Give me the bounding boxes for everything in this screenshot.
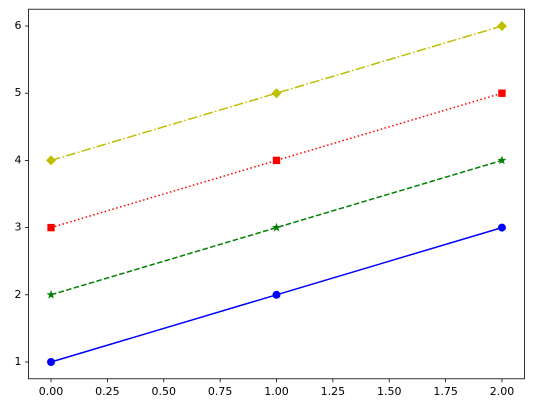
y-tick-label: 4 (15, 153, 22, 166)
marker (271, 88, 282, 99)
x-tick-label: 0.25 (95, 385, 120, 398)
marker (47, 358, 56, 366)
x-tick-label: 0.50 (152, 385, 177, 398)
marker (272, 290, 281, 299)
series (46, 155, 507, 299)
y-tick-label: 1 (15, 355, 22, 368)
y-tick-label: 5 (15, 86, 22, 99)
x-tick-label: 1.00 (264, 385, 289, 398)
x-tick-label: 2.00 (490, 385, 515, 398)
marker (272, 156, 281, 165)
series (47, 223, 506, 366)
y-tick-label: 6 (15, 19, 22, 32)
series-line (50, 159, 503, 296)
x-tick-label: 1.25 (321, 385, 346, 398)
y-tick-label: 2 (15, 288, 22, 301)
marker (46, 155, 57, 166)
marker (497, 155, 507, 165)
plot-frame (28, 8, 525, 380)
marker (498, 89, 506, 97)
x-tick-label: 0.75 (208, 385, 233, 398)
series (46, 21, 507, 166)
x-tick-label: 0.00 (39, 385, 64, 398)
marker (46, 290, 56, 299)
x-tick-label: 1.75 (433, 385, 458, 398)
y-tick-label: 3 (15, 221, 22, 234)
marker (496, 21, 507, 31)
marker (47, 223, 55, 232)
marker (271, 222, 282, 232)
marker (497, 223, 506, 232)
series (47, 89, 506, 232)
series-line (50, 92, 503, 229)
x-tick-label: 1.50 (377, 385, 402, 398)
